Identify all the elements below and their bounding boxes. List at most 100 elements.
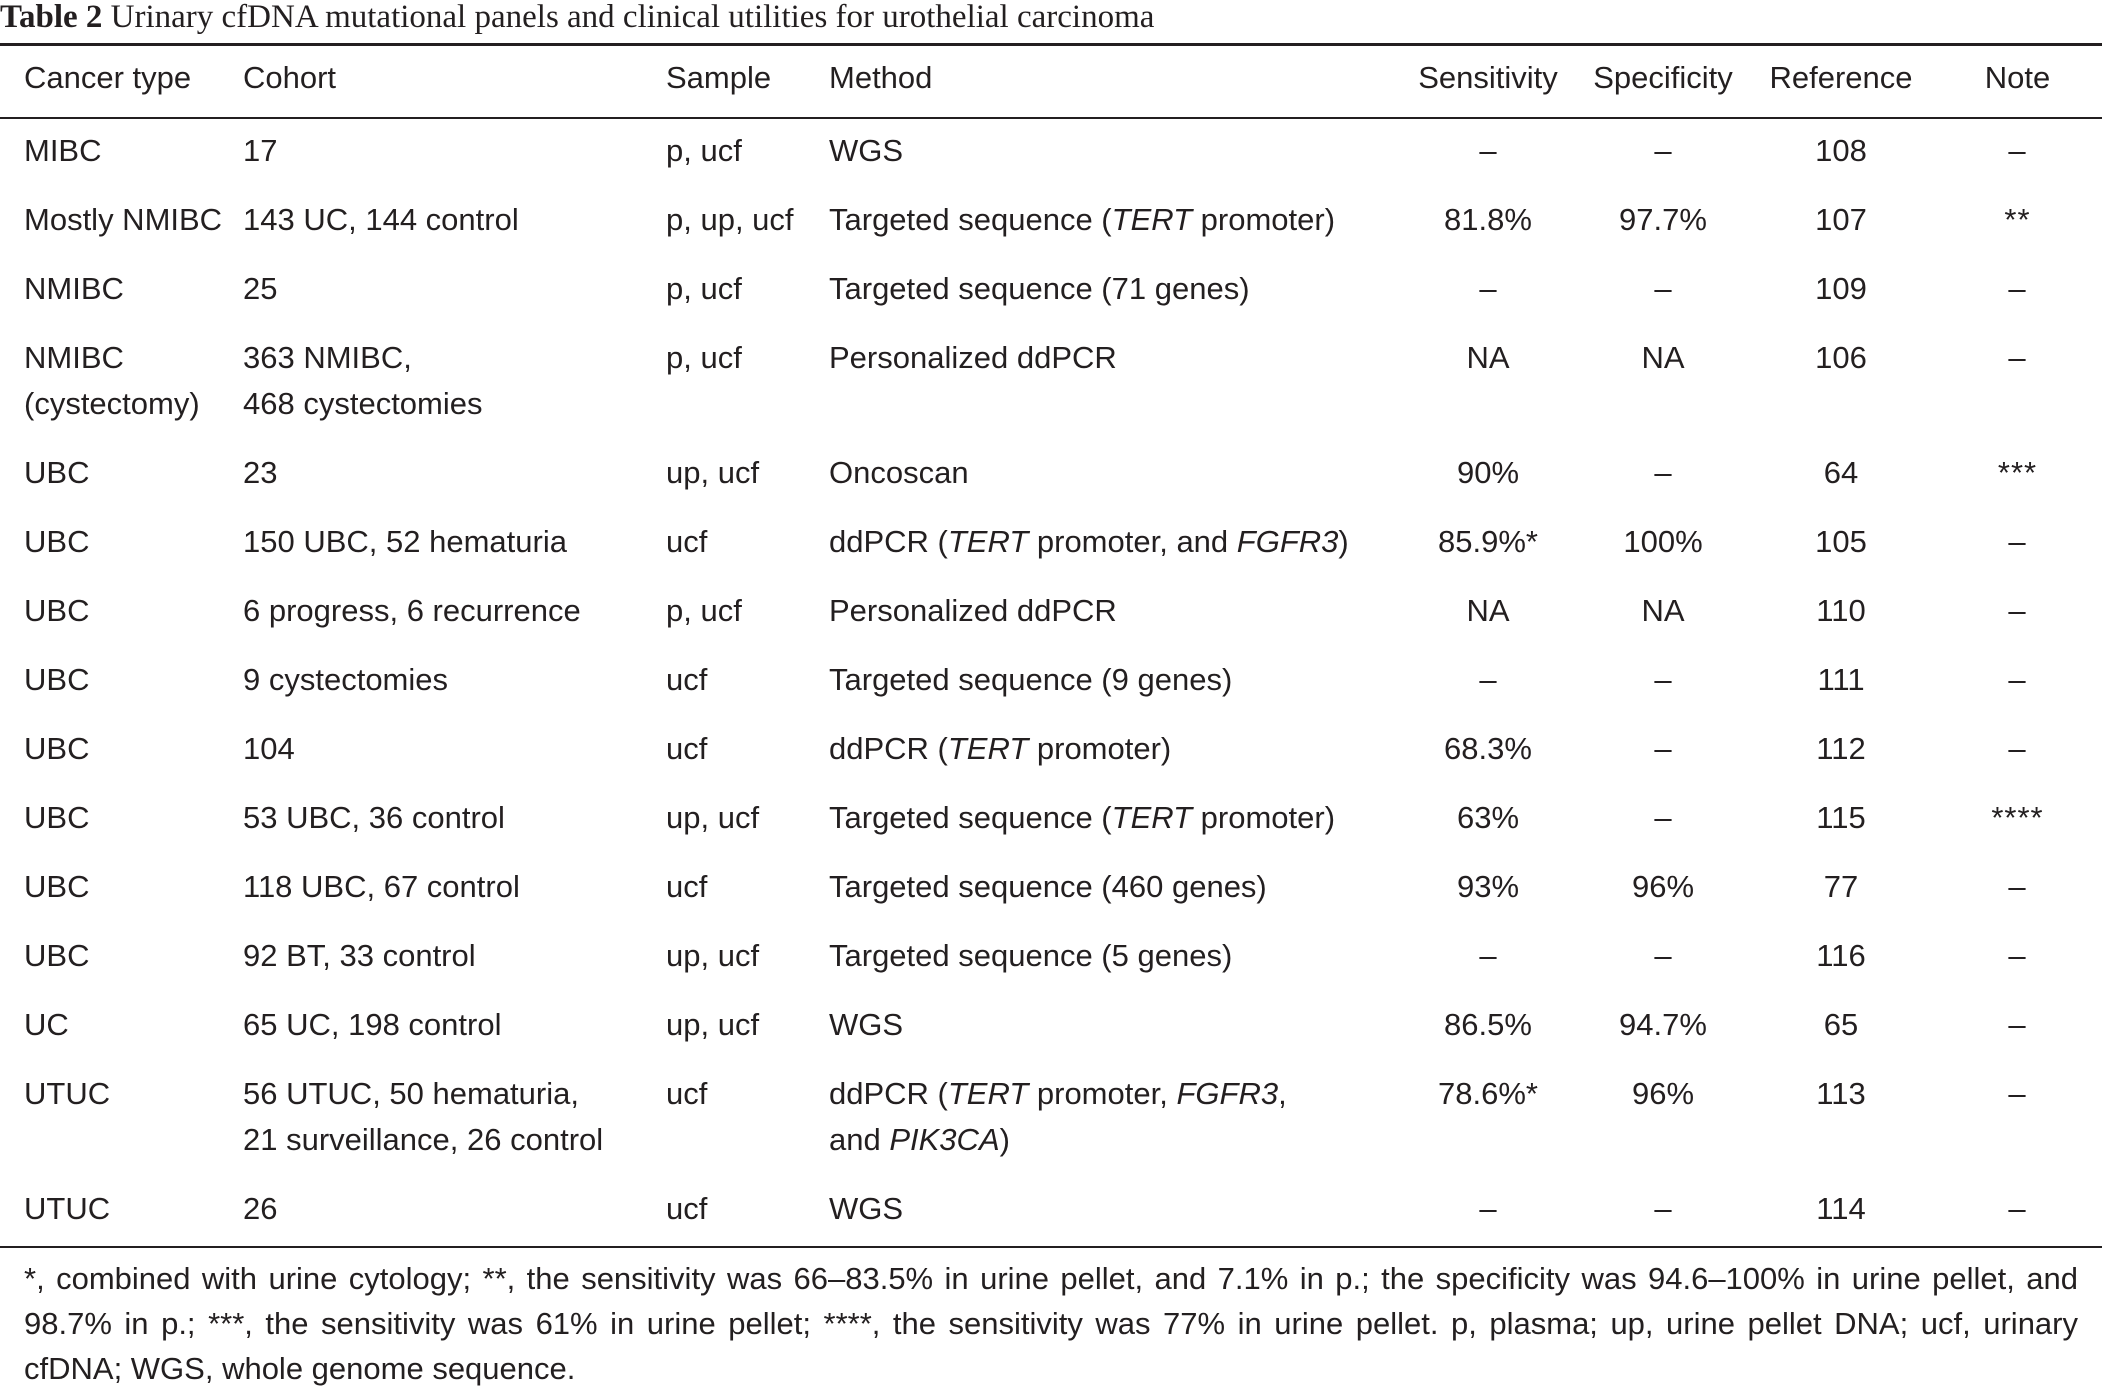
method-text: WGS — [829, 1007, 904, 1042]
sample-cell: up, ucf — [666, 800, 760, 835]
cohort-cell: 56 UTUC, 50 hematuria, 21 surveillance, 2… — [243, 1062, 666, 1177]
specificity-cell: 94.7% — [1619, 1007, 1707, 1042]
cancer-type-cell: UBC — [0, 579, 243, 648]
header-note: Note — [1933, 46, 2102, 119]
sensitivity-cell: 81.8% — [1444, 202, 1532, 237]
cohort-cell-line: 363 NMIBC, — [243, 340, 412, 375]
cancer-type-cell: NMIBC (cystectomy) — [0, 326, 243, 441]
cancer-type-cell-line: UBC — [24, 938, 90, 973]
method-line: WGS — [829, 128, 1399, 174]
method-text: promoter) — [1028, 731, 1172, 766]
sample-cell: ucf — [666, 524, 708, 559]
cancer-type-cell-line: UBC — [24, 455, 90, 490]
method-text: promoter, and — [1028, 524, 1237, 559]
note-cell: – — [2008, 340, 2027, 375]
method-cell: Personalized ddPCR — [829, 326, 1399, 441]
method-cell: Targeted sequence (TERT promoter) — [829, 188, 1399, 257]
cancer-type-cell-line: UBC — [24, 524, 90, 559]
method-line: Targeted sequence (TERT promoter) — [829, 197, 1399, 243]
specificity-cell: NA — [1641, 593, 1685, 628]
method-line: ddPCR (TERT promoter) — [829, 726, 1399, 772]
cohort-cell-line: 150 UBC, 52 hematuria — [243, 524, 567, 559]
cancer-type-cell-line: UBC — [24, 662, 90, 697]
specificity-cell: NA — [1641, 340, 1685, 375]
reference-cell: 112 — [1816, 731, 1866, 766]
cancer-type-cell: UTUC — [0, 1177, 243, 1248]
cohort-cell: 25 — [243, 257, 666, 326]
sample-cell: up, ucf — [666, 455, 760, 490]
reference-cell: 108 — [1815, 133, 1867, 168]
method-text: Targeted sequence ( — [829, 800, 1112, 835]
table-caption-text: Urinary cfDNA mutational panels and clin… — [110, 0, 1155, 35]
method-text: WGS — [829, 1191, 904, 1226]
sample-cell: p, ucf — [666, 133, 742, 168]
header-reference: Reference — [1749, 46, 1933, 119]
table-row: UBC 92 BT, 33 control up, ucf Targeted sequ… — [0, 924, 2102, 993]
note-cell: ** — [2004, 202, 2031, 237]
method-text: WGS — [829, 133, 904, 168]
cancer-type-cell-line: UBC — [24, 593, 90, 628]
gene-name: FGFR3 — [1176, 1076, 1279, 1111]
method-cell: Targeted sequence (460 genes) — [829, 855, 1399, 924]
cancer-type-cell-line: NMIBC — [24, 340, 124, 375]
method-cell: Targeted sequence (5 genes) — [829, 924, 1399, 993]
specificity-cell: 96% — [1631, 1076, 1695, 1111]
note-cell: – — [2008, 524, 2027, 559]
table-row: UBC 150 UBC, 52 hematuria ucf ddPCR (TERT p… — [0, 510, 2102, 579]
table-row: UBC 23 up, ucf Oncoscan 90% – 64 *** — [0, 441, 2102, 510]
method-text: Targeted sequence (5 genes) — [829, 938, 1233, 973]
table-footnote: *, combined with urine cytology; **, the… — [24, 1261, 2078, 1386]
table-body: MIBC 17 p, ucf WGS – – 108 – Mostly NMIBC 143 UC,… — [0, 118, 2102, 1248]
method-text: Targeted sequence (9 genes) — [829, 662, 1233, 697]
table-row: Mostly NMIBC 143 UC, 144 control p, up, uc… — [0, 188, 2102, 257]
sample-cell: ucf — [666, 731, 708, 766]
cohort-cell-line: 9 cystectomies — [243, 662, 449, 697]
cohort-cell: 53 UBC, 36 control — [243, 786, 666, 855]
note-cell: – — [1933, 1177, 2102, 1248]
cohort-cell: 363 NMIBC, 468 cystectomies — [243, 326, 666, 441]
method-cell: Personalized ddPCR — [829, 579, 1399, 648]
method-line: ddPCR (TERT promoter, FGFR3, — [829, 1071, 1399, 1117]
sensitivity-cell: – — [1479, 662, 1497, 697]
method-text: Personalized ddPCR — [829, 340, 1117, 375]
gene-name: TERT — [947, 524, 1029, 559]
cohort-cell-line: 25 — [243, 271, 278, 306]
reference-cell: 113 — [1816, 1076, 1866, 1111]
gene-name: FGFR3 — [1236, 524, 1339, 559]
note-cell: – — [2008, 1076, 2027, 1111]
specificity-cell: – — [1654, 271, 1672, 306]
method-text: and — [829, 1122, 890, 1157]
sample-cell: p, ucf — [666, 340, 742, 375]
reference-cell: 109 — [1815, 271, 1867, 306]
method-line: Personalized ddPCR — [829, 335, 1399, 381]
method-cell: Targeted sequence (71 genes) — [829, 257, 1399, 326]
specificity-cell: 100% — [1623, 524, 1703, 559]
cancer-type-cell: UBC — [0, 786, 243, 855]
sample-cell: p, up, ucf — [666, 202, 794, 237]
method-line: Targeted sequence (460 genes) — [829, 864, 1399, 910]
method-cell: WGS — [829, 1177, 1399, 1248]
method-cell: Targeted sequence (TERT promoter) — [829, 786, 1399, 855]
cancer-type-cell-line: Mostly NMIBC — [24, 202, 223, 237]
method-line: WGS — [829, 1186, 1399, 1232]
cohort-cell-line: 26 — [243, 1191, 278, 1226]
gene-name: TERT — [1111, 202, 1193, 237]
cancer-type-cell-line: NMIBC — [24, 271, 124, 306]
cohort-cell-line: 17 — [243, 133, 278, 168]
specificity-cell: 96% — [1631, 869, 1695, 904]
method-line: Oncoscan — [829, 450, 1399, 496]
method-cell: WGS — [829, 993, 1399, 1062]
header-sample: Sample — [666, 46, 829, 119]
cohort-cell: 104 — [243, 717, 666, 786]
sensitivity-cell: 86.5% — [1444, 1007, 1532, 1042]
sample-cell: p, ucf — [666, 271, 742, 306]
reference-cell: 115 — [1816, 800, 1866, 835]
sample-cell: up, ucf — [666, 938, 760, 973]
cancer-type-cell: UBC — [0, 510, 243, 579]
method-text: promoter) — [1192, 800, 1336, 835]
method-text: Oncoscan — [829, 455, 969, 490]
method-line: ddPCR (TERT promoter, and FGFR3) — [829, 519, 1399, 565]
method-text: Targeted sequence (460 genes) — [829, 869, 1267, 904]
cancer-type-cell-line: MIBC — [24, 133, 102, 168]
cohort-cell: 150 UBC, 52 hematuria — [243, 510, 666, 579]
